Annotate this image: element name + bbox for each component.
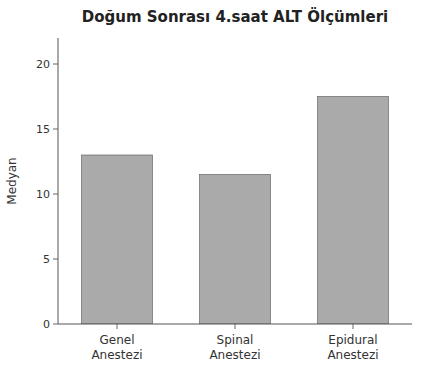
y-tick xyxy=(53,259,58,260)
y-axis-line xyxy=(58,38,59,324)
x-tick xyxy=(235,324,236,329)
bars xyxy=(82,97,389,325)
x-tick-label: EpiduralAnestezi xyxy=(327,333,378,362)
x-tick xyxy=(353,324,354,329)
x-tick-label: SpinalAnestezi xyxy=(209,333,260,362)
y-axis-label: Medyan xyxy=(5,157,19,204)
bar xyxy=(200,175,271,325)
y-tick-label: 15 xyxy=(36,123,50,136)
bar xyxy=(82,155,153,324)
y-tick-label: 20 xyxy=(36,58,50,71)
y-tick-label: 10 xyxy=(36,188,50,201)
y-tick xyxy=(53,64,58,65)
x-tick-label: GenelAnestezi xyxy=(91,333,142,362)
x-tick xyxy=(117,324,118,329)
y-tick xyxy=(53,129,58,130)
x-axis-line xyxy=(58,324,412,325)
y-tick xyxy=(53,194,58,195)
bar xyxy=(318,97,389,325)
y-tick xyxy=(53,324,58,325)
title: Doğum Sonrası 4.saat ALT Ölçümleri xyxy=(82,7,388,26)
y-tick-label: 0 xyxy=(43,318,50,331)
chart: Doğum Sonrası 4.saat ALT Ölçümleri Medyan… xyxy=(0,0,428,376)
y-tick-label: 5 xyxy=(43,253,50,266)
